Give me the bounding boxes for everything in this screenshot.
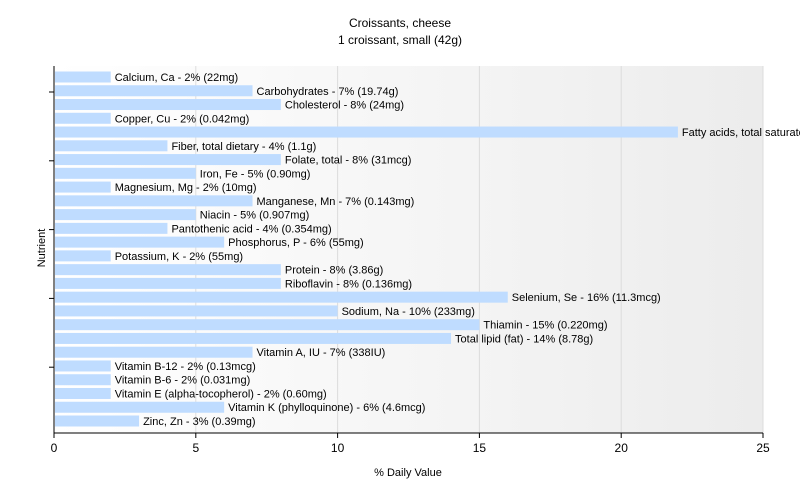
bar [55,126,678,138]
x-tick-label: 25 [756,441,770,455]
bar [55,332,452,344]
bar-labels: Calcium, Ca - 2% (22mg) Carbohydrates - 7… [115,72,800,428]
bar-label: Pantothenic acid - 4% (0.354mg) [171,223,331,235]
bar [55,374,111,386]
bar-label: Riboflavin - 8% (0.136mg) [285,278,412,290]
bar-label: Calcium, Ca - 2% (22mg) [115,72,238,84]
bar-label: Selenium, Se - 16% (11.3mcg) [512,292,661,304]
bar-label: Vitamin A, IU - 7% (338IU) [257,347,386,359]
bar [55,250,111,262]
bar-label: Vitamin B-6 - 2% (0.031mg) [115,375,251,387]
bar-label: Protein - 8% (3.86g) [285,265,383,277]
bar-label: Carbohydrates - 7% (19.74g) [257,86,399,98]
bar-label: Fatty acids, total saturated - 22% (4.46… [682,127,800,139]
bar [55,264,281,276]
x-tick-label: 0 [51,441,58,455]
bar [55,222,168,234]
bar-label: Niacin - 5% (0.907mg) [200,210,309,222]
bar [55,140,168,152]
bar-label: Potassium, K - 2% (55mg) [115,251,243,263]
bar [55,415,140,427]
bar [55,112,111,124]
bar [55,401,225,413]
bar-label: Zinc, Zn - 3% (0.39mg) [143,416,255,428]
bar [55,305,338,317]
bar [55,291,508,303]
chart-title: Croissants, cheese [349,16,451,30]
bar [55,360,111,372]
bar-label: Thiamin - 15% (0.220mg) [483,320,607,332]
bar [55,209,196,221]
bar [55,319,480,331]
bar-label: Vitamin E (alpha-tocopherol) - 2% (0.60m… [115,388,327,400]
bar-label: Magnesium, Mg - 2% (10mg) [115,182,257,194]
bar [55,277,281,289]
bars [55,71,678,427]
bar-label: Sodium, Na - 10% (233mg) [342,306,475,318]
bar-label: Phosphorus, P - 6% (55mg) [228,237,364,249]
x-tick-label: 20 [615,441,629,455]
bar [55,85,253,97]
x-tick-label: 10 [331,441,345,455]
bar-label: Iron, Fe - 5% (0.90mg) [200,168,311,180]
bar [55,154,281,166]
bar [55,71,111,83]
x-tick-label: 5 [192,441,199,455]
x-tick-label: 15 [473,441,487,455]
bar-label: Manganese, Mn - 7% (0.143mg) [257,196,415,208]
bar-label: Cholesterol - 8% (24mg) [285,100,404,112]
bar [55,236,225,248]
bar-label: Vitamin B-12 - 2% (0.13mcg) [115,361,256,373]
bar-label: Folate, total - 8% (31mcg) [285,155,412,167]
bar-label: Copper, Cu - 2% (0.042mg) [115,113,250,125]
bar [55,195,253,207]
bar-label: Total lipid (fat) - 14% (8.78g) [455,333,593,345]
bar [55,181,111,193]
bar-label: Vitamin K (phylloquinone) - 6% (4.6mcg) [228,402,425,414]
bar-label: Fiber, total dietary - 4% (1.1g) [171,141,316,153]
x-axis-title: % Daily Value [374,467,442,479]
axes: 0 5 10 15 20 25 [49,66,770,455]
bar [55,346,253,358]
bar [55,99,281,111]
y-axis-title: Nutrient [36,229,48,268]
bar [55,387,111,399]
bar [55,167,196,179]
chart-subtitle: 1 croissant, small (42g) [338,33,462,47]
